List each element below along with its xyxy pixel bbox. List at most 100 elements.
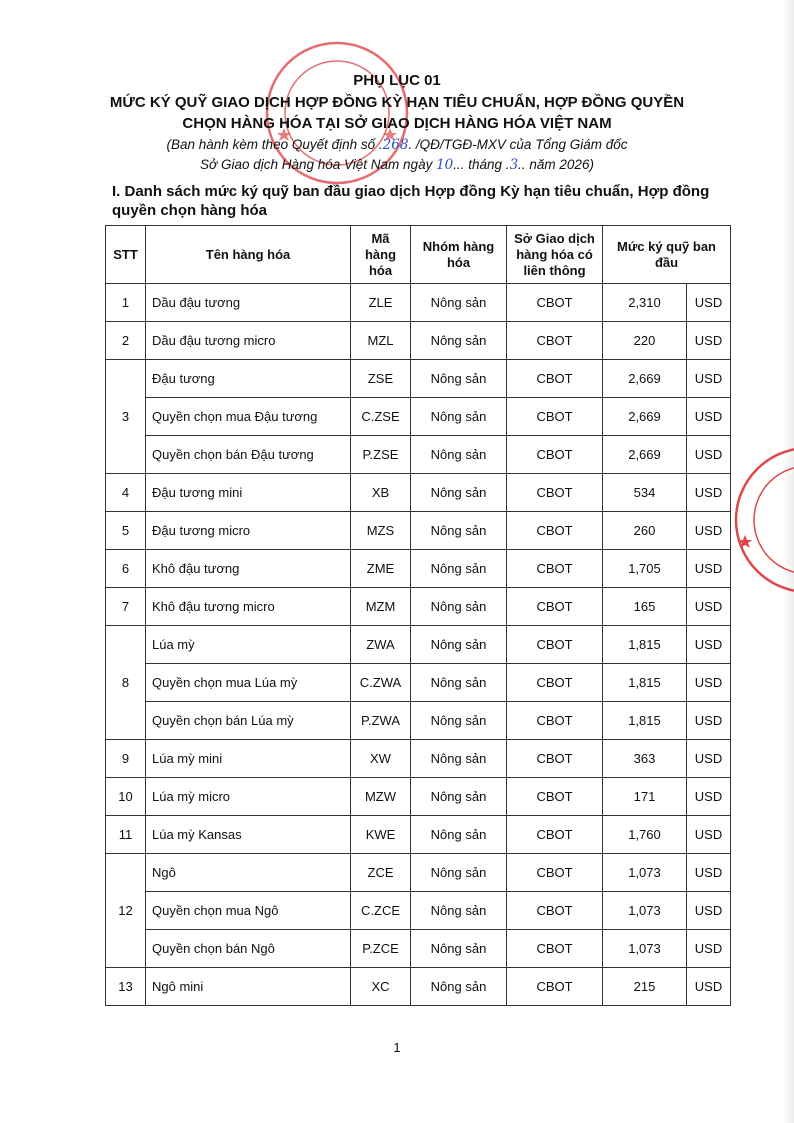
decision-number: 268 — [382, 137, 409, 153]
row-stt: 7 — [105, 587, 146, 626]
item-code: KWE — [350, 815, 411, 854]
table-row: Quyền chọn mua Lúa mỳ C.ZWA Nông sản CBOT 1,… — [106, 663, 731, 702]
item-group: Nông sản — [410, 359, 507, 398]
item-group: Nông sản — [410, 929, 507, 968]
exchange: CBOT — [506, 549, 603, 588]
item-name: Lúa mỳ mini — [145, 739, 351, 778]
item-code: XW — [350, 739, 411, 778]
exchange: CBOT — [506, 777, 603, 816]
item-group: Nông sản — [410, 967, 507, 1006]
issue-month: 3 — [509, 157, 519, 173]
item-name: Dầu đậu tương micro — [145, 321, 351, 360]
table-row: 8 Lúa mỳ ZWA Nông sản CBOT 1,815 USD — [105, 625, 731, 740]
margin-amount: 1,073 — [602, 853, 687, 892]
item-group: Nông sản — [410, 663, 507, 702]
item-group: Nông sản — [410, 891, 507, 930]
item-group: Nông sản — [410, 511, 507, 550]
table-row: 5 Đậu tương micro MZS Nông sản CBOT 260 USD — [105, 511, 731, 550]
margin-amount: 171 — [602, 777, 687, 816]
exchange: CBOT — [506, 473, 603, 512]
margin-amount: 1,760 — [602, 815, 687, 854]
table-row: Quyền chọn mua Ngô C.ZCE Nông sản CBOT 1,073… — [106, 891, 731, 930]
item-name: Khô đậu tương micro — [145, 587, 351, 626]
header-row: STT Tên hàng hóa Mã hàng hóa Nhóm hàng hóa S… — [105, 225, 731, 284]
table-row: 9 Lúa mỳ mini XW Nông sản CBOT 363 USD — [105, 739, 731, 778]
margin-amount: 215 — [602, 967, 687, 1006]
item-code: C.ZWA — [350, 663, 411, 702]
item-group: Nông sản — [410, 283, 507, 322]
column-header: Tên hàng hóa — [145, 225, 351, 284]
exchange: CBOT — [506, 587, 603, 626]
item-name: Quyền chọn bán Đậu tương — [145, 435, 351, 474]
row-stt: 5 — [105, 511, 146, 550]
item-name: Lúa mỳ — [145, 625, 351, 664]
item-group: Nông sản — [410, 473, 507, 512]
margin-amount: 165 — [602, 587, 687, 626]
item-name: Lúa mỳ micro — [145, 777, 351, 816]
item-group: Nông sản — [410, 739, 507, 778]
currency: USD — [686, 321, 731, 360]
item-code: ZSE — [350, 359, 411, 398]
margin-amount: 363 — [602, 739, 687, 778]
item-code: C.ZSE — [350, 397, 411, 436]
section-heading: I. Danh sách mức ký quỹ ban đầu giao dịc… — [112, 183, 710, 219]
item-name: Dầu đậu tương — [145, 283, 351, 322]
item-code: ZWA — [350, 625, 411, 664]
table-row: Quyền chọn bán Lúa mỳ P.ZWA Nông sản CBOT 1,… — [106, 701, 731, 740]
note-text: Sở Giao dịch Hàng hóa Việt Nam ngày — [200, 157, 437, 172]
item-group: Nông sản — [410, 701, 507, 740]
row-stt: 10 — [105, 777, 146, 816]
item-code: ZME — [350, 549, 411, 588]
note-text: .. năm 2026) — [518, 157, 594, 172]
item-code: P.ZWA — [350, 701, 411, 740]
row-stt: 1 — [105, 283, 146, 322]
note-text: ... tháng . — [453, 157, 510, 172]
currency: USD — [686, 777, 731, 816]
item-name: Khô đậu tương — [145, 549, 351, 588]
item-group: Nông sản — [410, 853, 507, 892]
margin-amount: 1,815 — [602, 701, 687, 740]
currency: USD — [686, 359, 731, 398]
currency: USD — [686, 891, 731, 930]
exchange: CBOT — [506, 853, 603, 892]
item-code: MZS — [350, 511, 411, 550]
item-name: Đậu tương mini — [145, 473, 351, 512]
item-name: Quyền chọn mua Ngô — [145, 891, 351, 930]
table-row: 13 Ngô mini XC Nông sản CBOT 215 USD — [105, 967, 731, 1006]
margin-amount: 1,073 — [602, 929, 687, 968]
row-stt: 6 — [105, 549, 146, 588]
column-header: Sở Giao dịch hàng hóa có liên thông — [506, 225, 603, 284]
item-name: Quyền chọn bán Lúa mỳ — [145, 701, 351, 740]
exchange: CBOT — [506, 511, 603, 550]
table-row: 11 Lúa mỳ Kansas KWE Nông sản CBOT 1,760 USD — [105, 815, 731, 854]
currency: USD — [686, 473, 731, 512]
note-text: (Ban hành kèm theo Quyết định số . — [166, 137, 383, 152]
currency: USD — [686, 929, 731, 968]
item-name: Quyền chọn mua Lúa mỳ — [145, 663, 351, 702]
appendix-title: PHỤ LỤC 01 — [353, 72, 441, 89]
item-name: Ngô — [145, 853, 351, 892]
currency: USD — [686, 853, 731, 892]
margin-amount: 260 — [602, 511, 687, 550]
row-stt: 11 — [105, 815, 146, 854]
item-group: Nông sản — [410, 435, 507, 474]
row-stt: 4 — [105, 473, 146, 512]
exchange: CBOT — [506, 397, 603, 436]
row-stt: 3 — [105, 359, 146, 474]
currency: USD — [686, 435, 731, 474]
margin-amount: 2,669 — [602, 435, 687, 474]
currency: USD — [686, 663, 731, 702]
table-row: 10 Lúa mỳ micro MZW Nông sản CBOT 171 USD — [105, 777, 731, 816]
column-header: Mức ký quỹ ban đầu — [602, 225, 731, 284]
item-code: MZM — [350, 587, 411, 626]
exchange: CBOT — [506, 435, 603, 474]
item-group: Nông sản — [410, 321, 507, 360]
column-header: STT — [105, 225, 146, 284]
exchange: CBOT — [506, 321, 603, 360]
item-code: P.ZCE — [350, 929, 411, 968]
exchange: CBOT — [506, 701, 603, 740]
table-row: 3 Đậu tương ZSE Nông sản CBOT 2,669 USD — [105, 359, 731, 474]
exchange: CBOT — [506, 359, 603, 398]
row-stt: 8 — [105, 625, 146, 740]
currency: USD — [686, 397, 731, 436]
